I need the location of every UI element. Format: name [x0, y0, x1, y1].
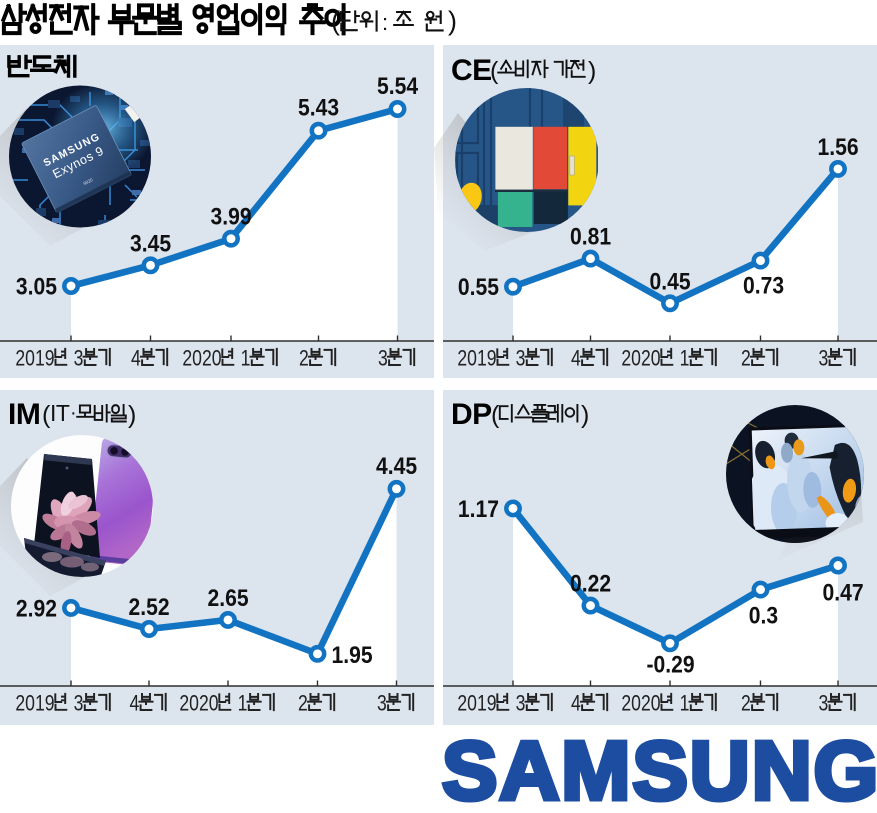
svg-text:): ): [448, 6, 457, 36]
svg-text:DP: DP: [451, 398, 492, 431]
svg-text:0.55: 0.55: [458, 274, 499, 301]
svg-text:0.73: 0.73: [743, 272, 784, 299]
svg-text:3: 3: [819, 692, 829, 716]
svg-text:2020: 2020: [621, 347, 660, 371]
svg-text:3: 3: [378, 347, 388, 371]
svg-text:4.45: 4.45: [376, 453, 417, 480]
svg-text:IM: IM: [8, 398, 40, 431]
svg-text:0.45: 0.45: [650, 268, 691, 295]
svg-text:SAMSUNG: SAMSUNG: [442, 724, 877, 813]
svg-text:2.92: 2.92: [16, 595, 57, 622]
svg-text:1: 1: [238, 692, 248, 716]
svg-text:3.05: 3.05: [16, 273, 57, 300]
svg-text:(: (: [491, 401, 500, 429]
svg-text:4: 4: [571, 692, 581, 716]
svg-text:): ): [588, 57, 596, 85]
svg-text:2: 2: [741, 692, 751, 716]
svg-text:2: 2: [741, 347, 751, 371]
svg-text:0.22: 0.22: [570, 570, 611, 597]
svg-text:(: (: [490, 57, 499, 85]
svg-text:): ): [128, 401, 136, 429]
svg-text:(: (: [331, 6, 340, 36]
svg-text:3: 3: [377, 692, 387, 716]
svg-text:1.56: 1.56: [818, 134, 859, 161]
svg-text:2: 2: [299, 347, 309, 371]
svg-text:2020: 2020: [621, 692, 660, 716]
svg-text:-0.29: -0.29: [647, 651, 695, 678]
svg-text:1.17: 1.17: [458, 496, 499, 523]
svg-text:3: 3: [516, 692, 526, 716]
svg-text:4: 4: [131, 347, 141, 371]
svg-text:0.81: 0.81: [570, 223, 611, 250]
svg-text:3.45: 3.45: [130, 230, 171, 257]
svg-text:0.3: 0.3: [749, 602, 778, 629]
svg-text:9820: 9820: [82, 177, 94, 186]
svg-text:1: 1: [680, 692, 690, 716]
svg-text:5.43: 5.43: [298, 94, 339, 121]
svg-text:1: 1: [680, 347, 690, 371]
svg-text:2019: 2019: [15, 347, 54, 371]
svg-text:2020: 2020: [182, 347, 221, 371]
svg-text:): ): [581, 401, 589, 429]
svg-text:2020: 2020: [179, 692, 218, 716]
svg-text:IT: IT: [50, 400, 70, 426]
svg-text:2: 2: [298, 692, 308, 716]
svg-text:2.65: 2.65: [208, 585, 249, 612]
svg-text:5.54: 5.54: [377, 73, 418, 100]
svg-text:3: 3: [516, 347, 526, 371]
svg-text:3: 3: [819, 347, 829, 371]
svg-text:1: 1: [241, 347, 251, 371]
svg-text:2.52: 2.52: [129, 594, 170, 621]
svg-text:(: (: [42, 401, 51, 429]
svg-text:3: 3: [74, 347, 84, 371]
svg-text:0.47: 0.47: [823, 579, 864, 606]
svg-text:2019: 2019: [457, 347, 496, 371]
svg-text:4: 4: [571, 347, 581, 371]
svg-text:3: 3: [74, 692, 84, 716]
svg-text::: :: [382, 10, 388, 35]
svg-text:4: 4: [130, 692, 140, 716]
svg-text:2019: 2019: [15, 692, 54, 716]
svg-text:CE: CE: [451, 54, 492, 87]
svg-text:1.95: 1.95: [332, 642, 373, 669]
svg-text:2019: 2019: [457, 692, 496, 716]
svg-text:·: ·: [70, 402, 77, 424]
svg-text:3.99: 3.99: [211, 203, 252, 230]
